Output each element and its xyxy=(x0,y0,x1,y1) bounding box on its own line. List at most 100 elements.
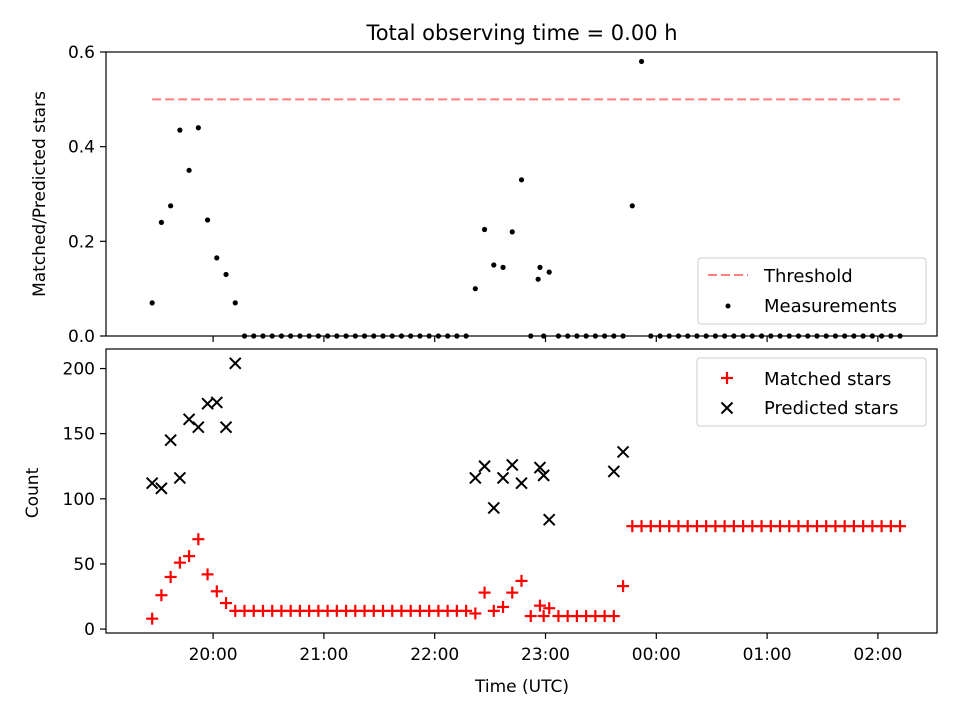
measurement-point xyxy=(214,255,220,261)
measurement-point xyxy=(371,333,377,339)
count-x-tick-label: 00:00 xyxy=(632,645,681,665)
legend-matched-marker xyxy=(721,372,733,384)
predicted-point xyxy=(616,445,630,459)
legend-matched-swatch xyxy=(721,372,733,384)
legend-predicted-label: Predicted stars xyxy=(764,398,898,419)
measurement-point xyxy=(814,333,820,339)
count-y-tick-label: 50 xyxy=(73,555,95,575)
count-y-tick-label: 200 xyxy=(63,360,95,380)
measurement-point xyxy=(352,333,358,339)
measurement-point xyxy=(768,333,774,339)
measurement-point xyxy=(712,333,719,339)
predicted-point xyxy=(155,482,168,495)
measurement-point xyxy=(541,333,547,339)
measurement-point xyxy=(795,333,802,339)
predicted-point xyxy=(164,433,177,447)
matched-point xyxy=(497,600,510,613)
measurement-point xyxy=(269,333,275,339)
matched-point xyxy=(173,556,186,569)
predicted-point xyxy=(469,471,482,485)
count-x-tick-label: 20:00 xyxy=(189,645,238,665)
count-legend-box xyxy=(696,357,927,427)
measurement-point xyxy=(740,333,746,339)
measurement-point xyxy=(535,276,541,282)
measurement-point xyxy=(758,333,765,339)
measurement-point xyxy=(731,333,737,339)
measurement-point xyxy=(629,203,635,209)
count-x-tick-label: 21:00 xyxy=(299,645,348,665)
predicted-point xyxy=(537,469,550,482)
ratio-y-ticks: 0.0 0.2 0.4 0.6 xyxy=(68,43,106,347)
measurement-point xyxy=(361,333,368,339)
matched-point xyxy=(220,597,233,610)
measurement-point xyxy=(149,300,155,306)
measurement-point xyxy=(463,333,469,339)
measurement-point xyxy=(565,333,571,339)
predicted-point xyxy=(210,396,224,409)
measurement-point xyxy=(777,333,783,339)
measurement-point xyxy=(343,333,349,339)
count-y-tick-label: 0 xyxy=(84,620,95,640)
measurement-point xyxy=(445,333,451,339)
count-y-tick-label: 150 xyxy=(63,425,95,445)
measurement-point xyxy=(555,333,562,339)
legend-predicted-swatch xyxy=(720,401,734,415)
measurement-point xyxy=(325,333,331,339)
measurement-point xyxy=(334,333,340,339)
ratio-y-tick-label: 0.2 xyxy=(68,232,95,252)
matched-point xyxy=(478,586,491,599)
measurement-point xyxy=(749,333,755,339)
measurement-point xyxy=(648,333,654,339)
ratio-legend: Threshold Measurements xyxy=(697,257,927,325)
measurement-points xyxy=(149,58,903,339)
measurement-point xyxy=(398,333,405,339)
measurement-point xyxy=(168,203,174,209)
measurement-point xyxy=(805,333,811,339)
measurement-point xyxy=(546,269,552,275)
matched-point xyxy=(894,520,907,533)
measurement-point xyxy=(454,333,460,339)
measurement-point xyxy=(574,333,580,339)
measurement-point xyxy=(611,333,617,339)
matched-point xyxy=(533,599,546,612)
ratio-x-ticks xyxy=(212,336,879,342)
measurement-point xyxy=(638,58,645,65)
measurement-point xyxy=(620,333,626,339)
predicted-point xyxy=(145,476,159,490)
matched-point xyxy=(192,533,205,546)
ratio-plot-area xyxy=(105,51,938,337)
count-x-tick-label: 01:00 xyxy=(743,645,792,665)
measurement-point xyxy=(703,333,709,339)
measurement-point xyxy=(722,333,728,339)
measurement-point xyxy=(251,333,257,339)
measurement-point xyxy=(380,333,386,339)
measurement-point xyxy=(389,333,395,339)
matched-point xyxy=(201,568,214,581)
matched-point xyxy=(183,550,196,563)
measurement-point xyxy=(177,127,183,133)
measurement-point xyxy=(491,262,497,268)
ratio-legend-box xyxy=(697,257,927,325)
measurement-point xyxy=(186,167,192,173)
matched-point xyxy=(469,607,482,620)
measurement-point xyxy=(260,333,266,339)
count-y-tick-label: 100 xyxy=(63,490,95,510)
measurement-point xyxy=(195,125,201,131)
measurement-point xyxy=(232,300,238,306)
matched-point xyxy=(155,589,168,602)
measurement-point xyxy=(879,333,885,339)
count-legend: Matched stars Predicted stars xyxy=(696,357,927,427)
measurement-point xyxy=(518,177,525,183)
legend-matched-label: Matched stars xyxy=(764,369,891,390)
matched-point xyxy=(617,580,630,593)
measurement-point xyxy=(694,333,700,339)
measurement-point xyxy=(306,333,312,339)
legend-measurement-label: Measurements xyxy=(764,296,897,317)
ratio-y-tick-label: 0.0 xyxy=(68,327,95,347)
measurement-point xyxy=(851,333,857,339)
predicted-point xyxy=(229,357,242,370)
matched-point xyxy=(460,604,473,617)
predicted-point xyxy=(542,513,556,526)
count-x-tick-label: 23:00 xyxy=(521,645,570,665)
measurement-point xyxy=(832,333,839,339)
